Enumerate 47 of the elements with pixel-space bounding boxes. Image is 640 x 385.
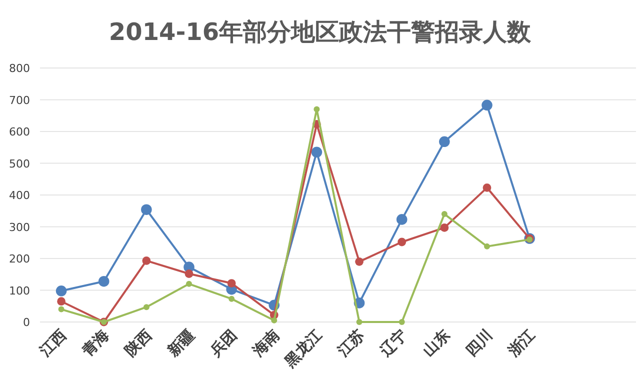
point	[98, 276, 110, 287]
point	[356, 319, 362, 325]
x-tick-label: 江苏	[333, 326, 368, 361]
point	[440, 224, 449, 232]
y-tick-label: 100	[9, 284, 30, 298]
point	[184, 270, 194, 278]
point	[482, 183, 492, 192]
x-tick-label: 兵团	[206, 326, 240, 361]
y-tick-label: 700	[9, 94, 30, 107]
y-tick-label: 600	[9, 126, 30, 138]
point	[141, 204, 152, 216]
point	[398, 319, 405, 325]
point	[484, 243, 490, 250]
x-tick-label: 浙江	[504, 326, 538, 361]
y-tick-label: 0	[23, 316, 30, 329]
y-tick-label: 300	[9, 220, 30, 234]
point	[396, 214, 408, 225]
point	[186, 280, 192, 287]
point	[482, 100, 492, 111]
point	[439, 136, 450, 148]
chart-title: 2014-16年部分地区政法干警招录人数	[108, 18, 532, 46]
y-tick-label: 400	[9, 189, 30, 202]
point	[142, 256, 151, 265]
point	[227, 279, 236, 288]
point	[311, 146, 322, 158]
point	[398, 238, 406, 246]
x-tick-label: 新疆	[163, 326, 198, 361]
point	[58, 306, 64, 312]
point	[228, 296, 235, 302]
point	[56, 285, 67, 296]
y-tick-label: 500	[9, 157, 30, 170]
x-tick-label: 黑龙江	[280, 326, 326, 372]
point	[441, 211, 448, 218]
x-tick-label: 陕西	[121, 326, 156, 360]
x-tick-label: 青海	[78, 326, 113, 361]
x-tick-label: 山东	[419, 326, 454, 360]
point	[314, 106, 320, 112]
x-tick-label: 江西	[35, 326, 70, 361]
y-tick-label: 200	[9, 252, 30, 266]
x-tick-label: 四川	[462, 326, 496, 360]
x-tick-label: 辽宁	[376, 326, 411, 361]
point	[271, 317, 278, 324]
x-tick-label: 海南	[248, 326, 283, 361]
point	[355, 257, 364, 266]
point	[57, 297, 66, 306]
y-tick-label: 800	[9, 62, 30, 75]
point	[143, 304, 150, 310]
